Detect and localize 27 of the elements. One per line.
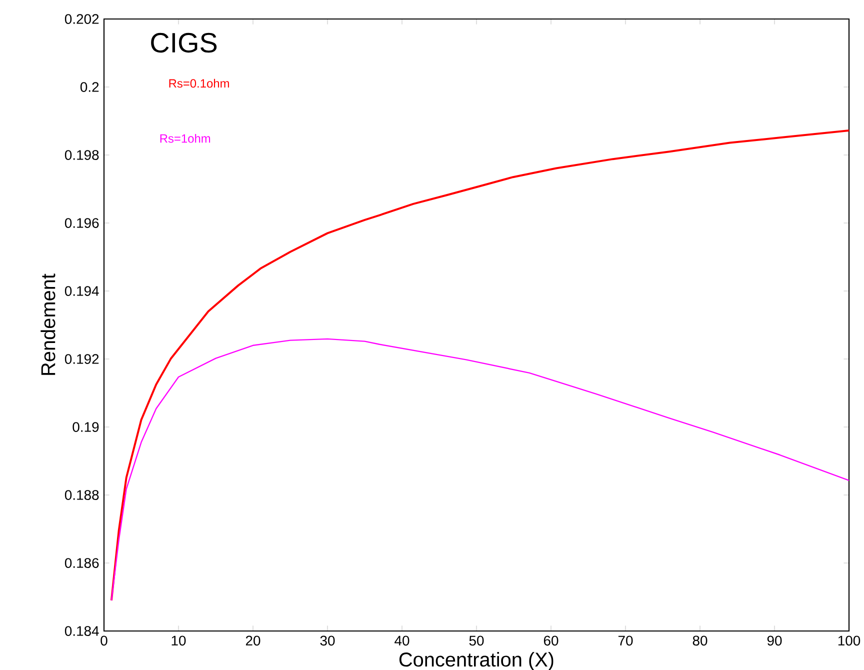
- x-tick-label: 10: [172, 636, 186, 646]
- line-series: [110, 338, 850, 601]
- y-tick-label: 0.194: [64, 286, 99, 296]
- x-tick-label: 60: [544, 636, 558, 646]
- y-tick-label: 0.192: [64, 354, 99, 364]
- y-tick-label: 0.186: [64, 558, 99, 568]
- line-series: [110, 130, 850, 602]
- y-tick-label: 0.2: [80, 82, 99, 92]
- y-axis-title: Rendement: [40, 274, 56, 375]
- y-tick-label: 0.196: [64, 218, 99, 228]
- y-tick-label: 0.198: [64, 150, 99, 160]
- y-tick-label: 0.19: [72, 422, 99, 432]
- chart-title: CIGS: [151, 32, 217, 53]
- x-tick-label: 50: [469, 636, 484, 646]
- x-tick-label: 70: [618, 636, 633, 646]
- x-tick-label: 80: [692, 636, 708, 646]
- x-tick-label: 90: [767, 636, 782, 646]
- x-tick-label: 30: [320, 636, 335, 646]
- x-tick-label: 40: [394, 636, 410, 646]
- text: Rs=0.1ohm: [169, 78, 229, 88]
- x-tick-label: 0: [100, 636, 108, 646]
- y-tick-label: 0.188: [64, 490, 99, 500]
- x-tick-label: 20: [246, 636, 260, 646]
- y-tick-label: 0.184: [64, 626, 99, 636]
- y-tick-label: 0.202: [64, 14, 99, 24]
- text: Rs=1ohm: [160, 134, 210, 143]
- x-tick-label: 100: [838, 636, 860, 646]
